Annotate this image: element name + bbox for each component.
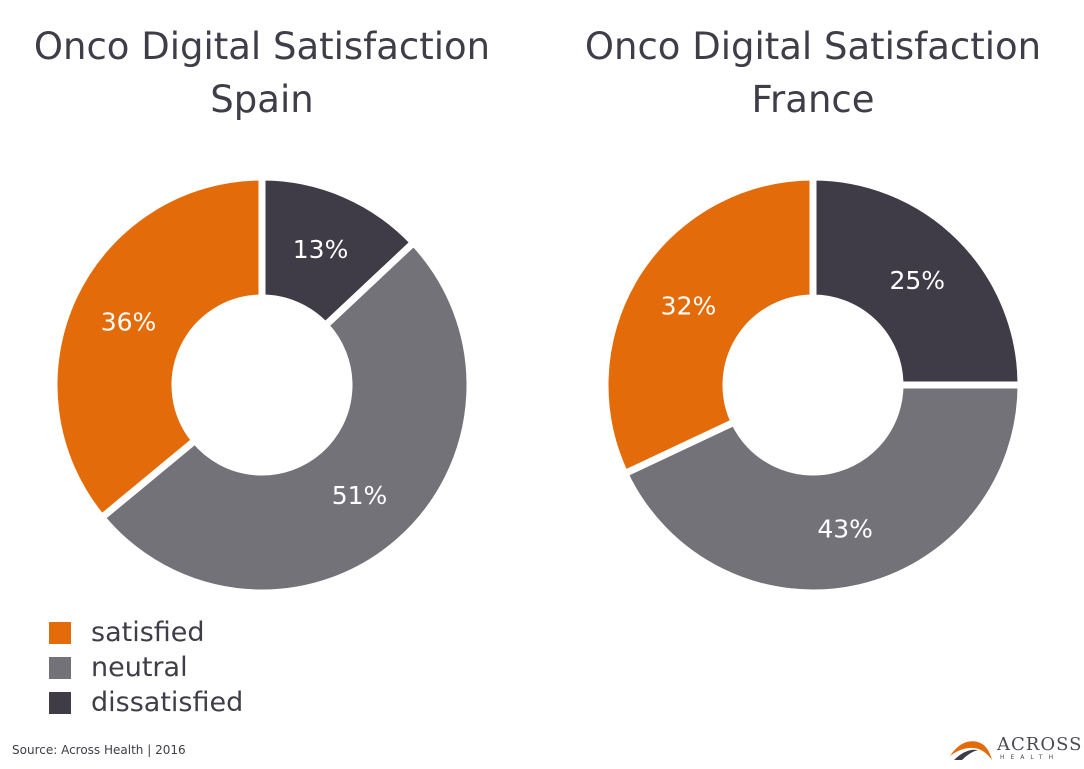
chart-title-spain: Onco Digital Satisfaction Spain bbox=[0, 20, 532, 126]
logo-name: ACROSS bbox=[997, 734, 1083, 755]
arc-swoosh-icon bbox=[950, 741, 992, 760]
data-label-neutral: 43% bbox=[817, 514, 873, 543]
legend-item-satisfied: satisfied bbox=[49, 615, 243, 650]
donut-slice-satisfied bbox=[50, 173, 266, 523]
legend: satisfied neutral dissatisfied bbox=[49, 615, 243, 720]
data-label-neutral: 51% bbox=[332, 481, 388, 510]
donut-chart-spain: 13% 51% 36% bbox=[50, 173, 474, 597]
donut-hole bbox=[176, 299, 348, 471]
donut-slice-dissatisfied bbox=[809, 173, 1025, 389]
chart-subtitle-text: Spain bbox=[210, 78, 314, 121]
donut-chart-france: 25% 43% 32% bbox=[601, 173, 1025, 597]
source-note: Source: Across Health | 2016 bbox=[12, 743, 186, 757]
legend-item-dissatisfied: dissatisfied bbox=[49, 685, 243, 720]
data-label-dissatisfied: 13% bbox=[293, 235, 349, 264]
donut-hole bbox=[727, 299, 899, 471]
legend-label: neutral bbox=[91, 652, 188, 683]
chart-title-text: Onco Digital Satisfaction bbox=[584, 25, 1042, 68]
data-label-dissatisfied: 25% bbox=[890, 266, 946, 295]
donut-slice-dissatisfied bbox=[258, 173, 419, 331]
legend-swatch-neutral bbox=[49, 656, 71, 679]
chart-title-france: Onco Digital Satisfaction France bbox=[543, 20, 1083, 126]
legend-swatch-dissatisfied bbox=[49, 691, 71, 714]
chart-title-text: Onco Digital Satisfaction bbox=[33, 25, 491, 68]
data-label-satisfied: 36% bbox=[101, 308, 157, 337]
donut-slice-neutral bbox=[96, 237, 474, 597]
data-label-satisfied: 32% bbox=[661, 291, 717, 320]
donut-slice-satisfied bbox=[601, 173, 817, 479]
across-health-logo: ACROSS HEALTH bbox=[948, 734, 1081, 764]
legend-label: dissatisfied bbox=[91, 687, 244, 718]
logo-sub: HEALTH bbox=[1000, 754, 1060, 761]
donut-slice-neutral bbox=[620, 381, 1025, 597]
chart-subtitle-text: France bbox=[751, 78, 875, 121]
legend-label: satisfied bbox=[91, 617, 205, 648]
legend-swatch-satisfied bbox=[49, 621, 71, 644]
legend-item-neutral: neutral bbox=[49, 650, 243, 685]
